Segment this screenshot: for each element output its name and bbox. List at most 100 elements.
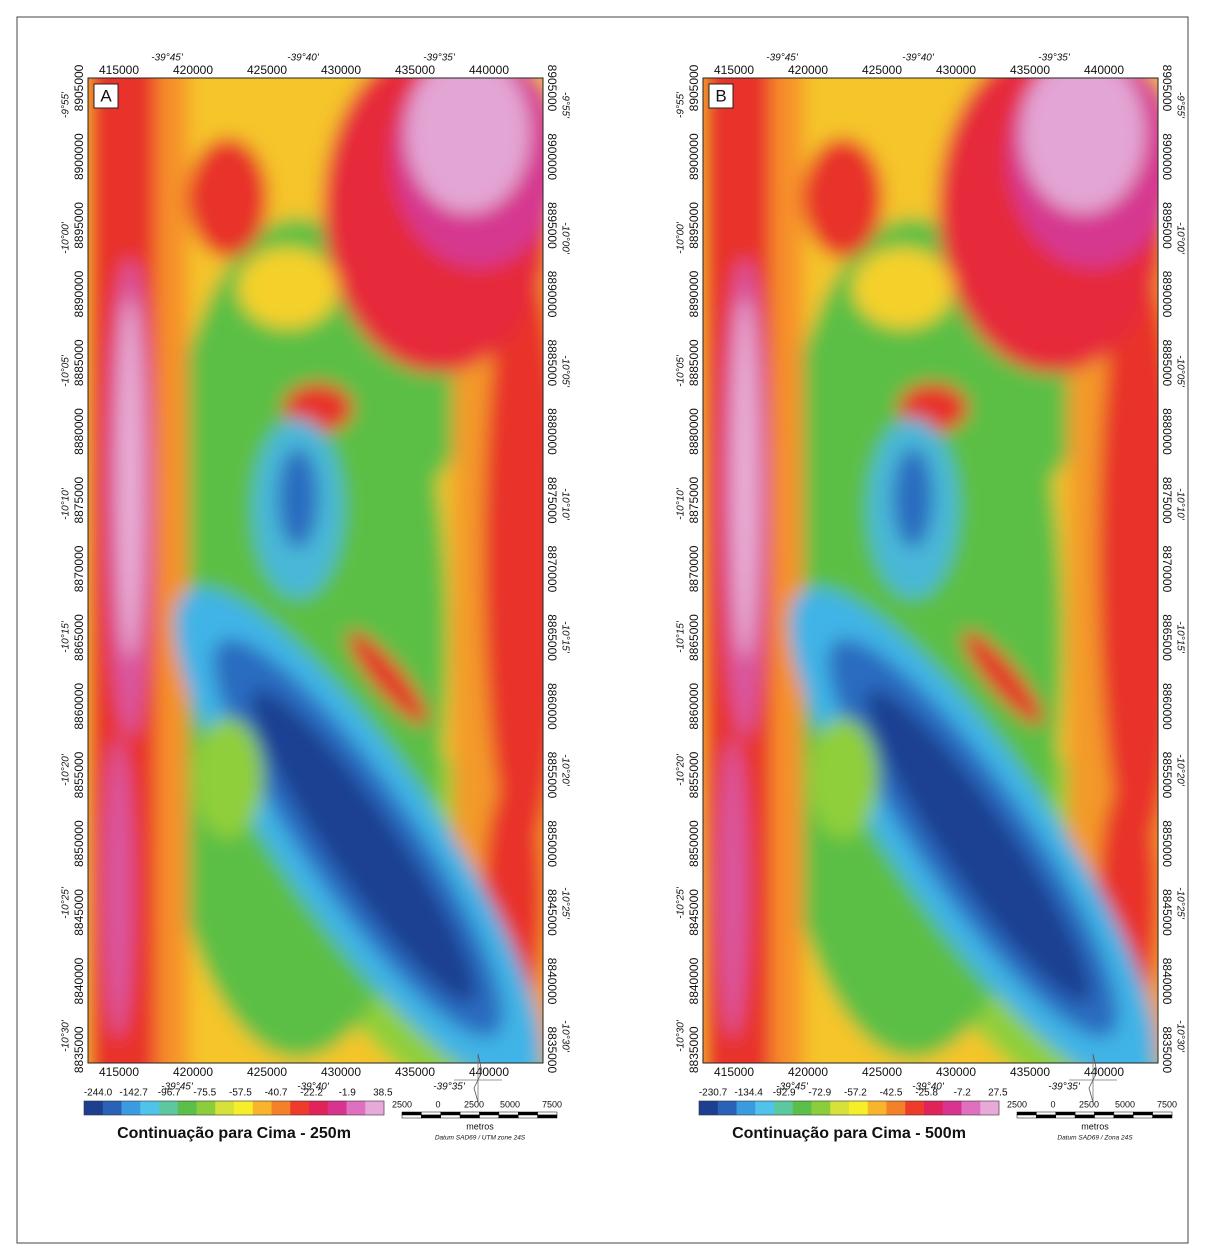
easting-top: 420000 <box>788 63 828 77</box>
scale-label: 0 <box>435 1099 440 1109</box>
latitude-right: -10°15' <box>559 621 570 654</box>
scale-segment <box>1133 1115 1152 1118</box>
scale-segment <box>1114 1115 1133 1118</box>
easting-top: 415000 <box>99 63 139 77</box>
northing-right: 8835000 <box>1160 1026 1174 1073</box>
scale-segment <box>499 1115 518 1118</box>
easting-bottom: 440000 <box>1084 1065 1124 1079</box>
northing-left: 8885000 <box>687 339 701 386</box>
latitude-left: -10°05' <box>61 354 72 387</box>
colorbar-swatch <box>365 1101 384 1115</box>
easting-bottom: 440000 <box>469 1065 509 1079</box>
latitude-left: -9°55' <box>61 91 72 118</box>
scale-segment <box>1017 1112 1036 1115</box>
colorbar-swatch <box>178 1101 197 1115</box>
latitude-right: -9°55' <box>1174 92 1185 119</box>
longitude-bottom: -39°35' <box>1048 1082 1081 1093</box>
easting-bottom: 435000 <box>395 1065 435 1079</box>
easting-top: 435000 <box>1010 63 1050 77</box>
colorbar-label: -57.2 <box>844 1088 867 1099</box>
colorbar-label: -230.7 <box>699 1088 728 1099</box>
northing-right: 8875000 <box>1160 477 1174 524</box>
scale-label: 0 <box>1050 1099 1055 1109</box>
colorbar-swatch <box>159 1101 178 1115</box>
colorbar-swatch <box>103 1101 122 1115</box>
colorbar-swatch <box>905 1101 924 1115</box>
northing-left: 8870000 <box>72 545 86 592</box>
latitude-right: -10°30' <box>559 1020 570 1053</box>
scale-segment <box>518 1112 537 1115</box>
scale-segment <box>1095 1112 1114 1115</box>
northing-right: 8905000 <box>1160 65 1174 112</box>
easting-top: 440000 <box>469 63 509 77</box>
colorbar-swatch <box>887 1101 906 1115</box>
latitude-right: -10°30' <box>1174 1020 1185 1053</box>
longitude-top: -39°45' <box>766 53 799 64</box>
latitude-right: -9°55' <box>559 92 570 119</box>
scale-label: 7500 <box>1157 1099 1177 1109</box>
scale-segment <box>402 1112 421 1115</box>
northing-left: 8895000 <box>72 202 86 249</box>
colorbar-swatch <box>215 1101 234 1115</box>
latitude-left: -10°10' <box>676 487 687 520</box>
northing-left: 8840000 <box>687 957 701 1004</box>
latitude-left: -9°55' <box>676 91 687 118</box>
easting-bottom: 420000 <box>788 1065 828 1079</box>
northing-right: 8840000 <box>1160 958 1174 1005</box>
northing-right: 8870000 <box>545 546 559 593</box>
scale-unit: metros <box>466 1121 494 1131</box>
northing-left: 8845000 <box>72 889 86 936</box>
easting-top: 420000 <box>173 63 213 77</box>
northing-right: 8855000 <box>1160 752 1174 799</box>
datum: Datum SAD69 / Zona 24S <box>1057 1135 1133 1142</box>
scale-segment <box>480 1115 499 1118</box>
colorbar-label: -57.5 <box>229 1088 252 1099</box>
longitude-top: -39°40' <box>287 53 320 64</box>
colorbar-label: -142.7 <box>119 1088 148 1099</box>
latitude-right: -10°20' <box>559 754 570 787</box>
colorbar-swatch <box>962 1101 981 1115</box>
northing-left: 8850000 <box>72 820 86 867</box>
northing-left: 8855000 <box>72 751 86 798</box>
easting-top: 415000 <box>714 63 754 77</box>
latitude-left: -10°15' <box>61 620 72 653</box>
easting-bottom: 425000 <box>247 1065 287 1079</box>
scale-label: 2500 <box>1007 1099 1027 1109</box>
latitude-right: -10°10' <box>559 488 570 521</box>
northing-left: 8905000 <box>687 64 701 111</box>
northing-right: 8890000 <box>1160 271 1174 318</box>
latitude-left: -10°20' <box>676 753 687 786</box>
northing-right: 8885000 <box>1160 339 1174 386</box>
colorbar-swatch <box>943 1101 962 1115</box>
northing-right: 8895000 <box>545 202 559 249</box>
scale-segment <box>1095 1115 1114 1118</box>
easting-top: 425000 <box>862 63 902 77</box>
colorbar-swatch <box>197 1101 216 1115</box>
longitude-top: -39°40' <box>902 53 935 64</box>
scale-unit: metros <box>1081 1121 1109 1131</box>
figure: A415000415000420000420000425000425000430… <box>0 0 1205 1260</box>
northing-right: 8860000 <box>545 683 559 730</box>
scale-segment <box>1075 1115 1094 1118</box>
northing-left: 8900000 <box>72 133 86 180</box>
scale-segment <box>518 1115 537 1118</box>
northing-left: 8900000 <box>687 133 701 180</box>
scale-segment <box>1153 1112 1172 1115</box>
easting-top: 440000 <box>1084 63 1124 77</box>
northing-right: 8880000 <box>545 408 559 455</box>
scale-label: 2500 <box>1079 1099 1099 1109</box>
latitude-right: -10°00' <box>559 222 570 255</box>
scale-segment <box>1036 1115 1055 1118</box>
scale-label: 2500 <box>464 1099 484 1109</box>
latitude-left: -10°15' <box>676 620 687 653</box>
northing-left: 8890000 <box>72 270 86 317</box>
scale-segment <box>421 1115 440 1118</box>
scale-segment <box>499 1112 518 1115</box>
northing-left: 8835000 <box>72 1026 86 1073</box>
colorbar-swatch <box>868 1101 887 1115</box>
colorbar-label: 38.5 <box>373 1088 393 1099</box>
colorbar-swatch <box>849 1101 868 1115</box>
colorbar-label: -75.5 <box>193 1088 216 1099</box>
northing-left: 8855000 <box>687 751 701 798</box>
northing-left: 8850000 <box>687 820 701 867</box>
